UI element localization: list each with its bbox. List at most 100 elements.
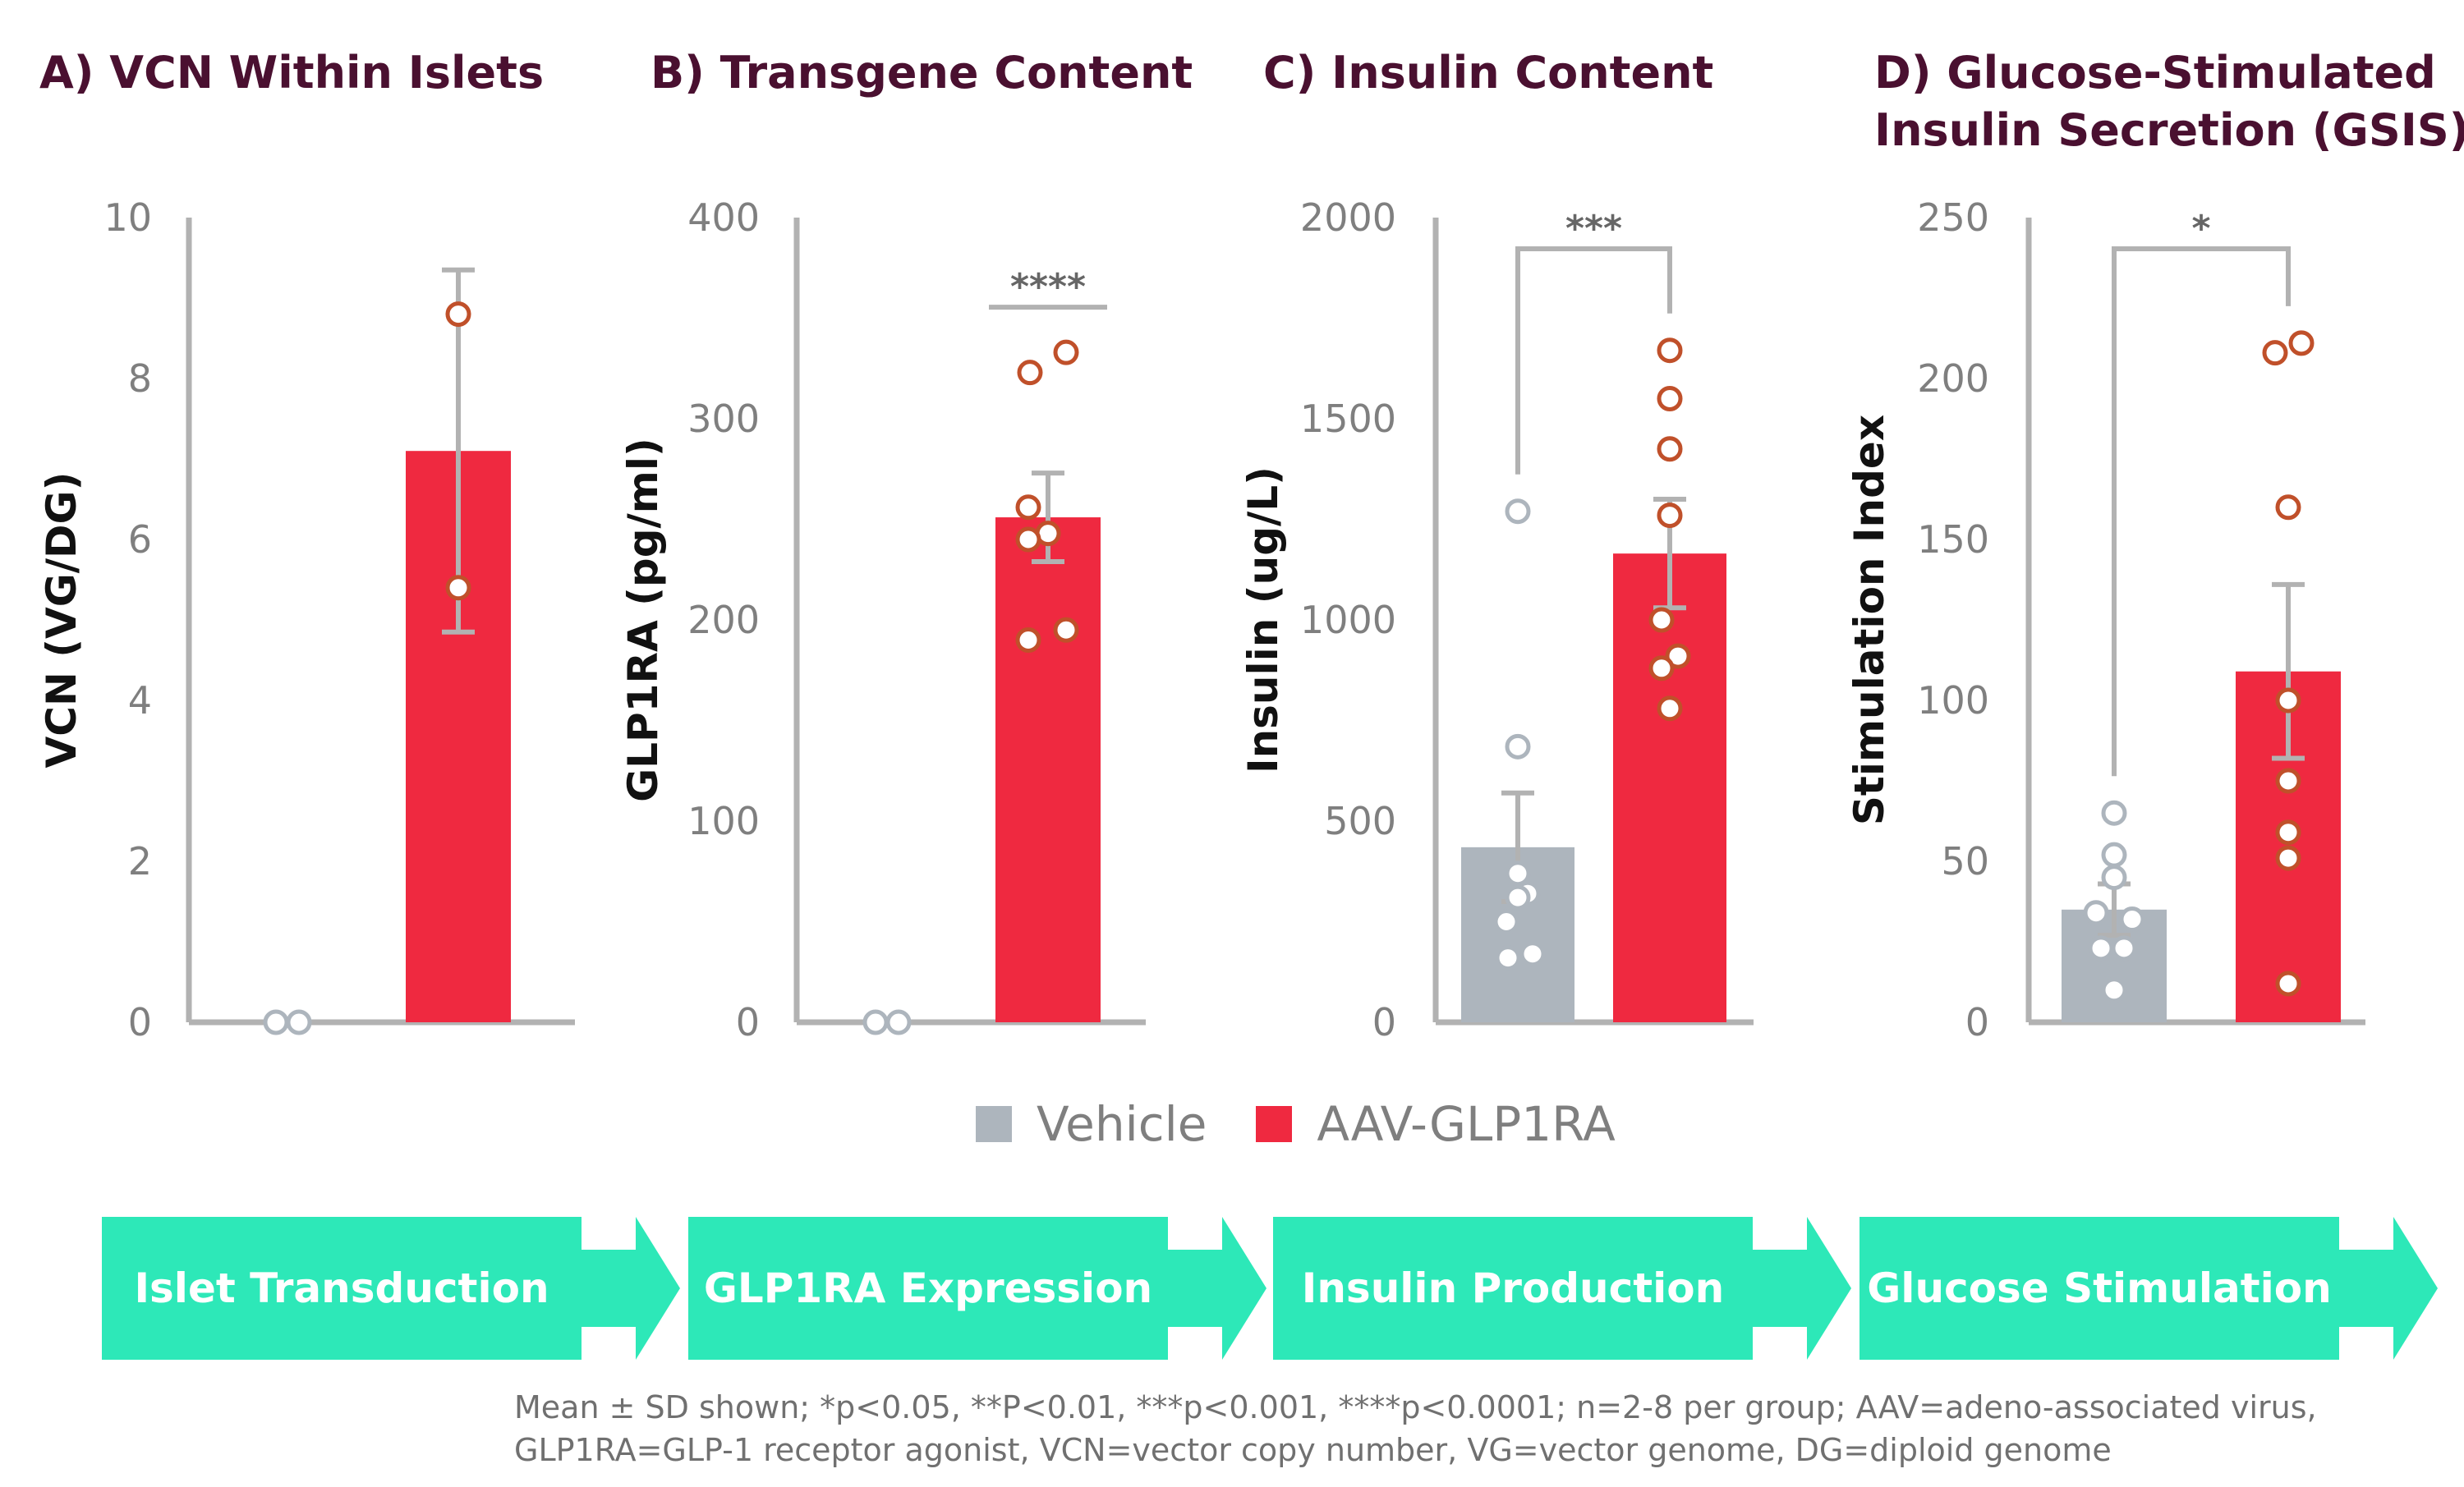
data-point-vehicle	[263, 1009, 289, 1035]
flow-arrow-head-icon	[582, 1217, 680, 1360]
y-tick-label: 150	[1917, 517, 1989, 562]
data-point-aav	[1053, 339, 1079, 365]
data-point-aav	[2275, 687, 2301, 714]
legend-item-aav: AAV-GLP1RA	[1256, 1096, 1616, 1152]
y-tick-label: 200	[1917, 356, 1989, 401]
y-tick-label: 0	[1965, 1000, 1989, 1044]
data-point-aav	[2275, 494, 2301, 521]
chart-panel-4: 0 50 100 150 200 250 Stimulation Index *	[1846, 195, 2365, 1044]
legend-label-vehicle: Vehicle	[1037, 1096, 1207, 1152]
data-point-vehicle	[885, 1009, 912, 1035]
data-point-aav	[1015, 494, 1041, 521]
chart-panel-2: 0 100 200 300 400 GLP1RA (pg/ml) ****	[619, 195, 1146, 1044]
legend-item-vehicle: Vehicle	[976, 1096, 1207, 1152]
panel-c-title: C) Insulin Content	[1263, 47, 1714, 99]
legend-swatch-aav	[1256, 1106, 1293, 1142]
flow-arrow-head-icon	[2339, 1217, 2438, 1360]
chart-panel-3: 0 500 1000 1500 2000 Insulin (ug/L) ***	[1239, 195, 1754, 1044]
y-tick-label: 250	[1917, 195, 1989, 240]
flow-arrow-head-icon	[1168, 1217, 1266, 1360]
y-tick-label: 400	[687, 195, 760, 240]
y-axis-label: GLP1RA (pg/ml)	[619, 438, 667, 802]
flow-step-4-label: Glucose Stimulation	[1859, 1217, 2339, 1360]
data-point-aav	[445, 575, 471, 601]
significance-label: *	[2191, 208, 2210, 250]
data-point-aav	[2275, 845, 2301, 871]
error-bar	[442, 267, 475, 635]
data-point-vehicle	[2101, 842, 2127, 868]
data-point-vehicle	[2119, 906, 2145, 933]
data-point-aav	[2275, 971, 2301, 997]
data-point-aav	[2275, 819, 2301, 846]
data-point-vehicle	[1495, 945, 1521, 971]
footnote-line-1: Mean ± SD shown; *p<0.05, **P<0.01, ***p…	[514, 1389, 2317, 1425]
data-point-vehicle	[2088, 935, 2114, 962]
bar-aav	[1613, 553, 1726, 1022]
panel-d-title-line1: D) Glucose-Stimulated	[1874, 47, 2436, 99]
data-point-aav	[1657, 386, 1683, 411]
data-point-aav	[1657, 503, 1683, 529]
y-tick-label: 50	[1941, 839, 1989, 883]
panel-d-title-line2: Insulin Secretion (GSIS)	[1874, 104, 2464, 156]
data-point-aav	[2262, 340, 2288, 366]
y-tick-label: 500	[1324, 799, 1396, 843]
data-point-aav	[2288, 330, 2315, 356]
panel-a-title: A) VCN Within Islets	[39, 47, 545, 99]
data-point-aav	[1657, 695, 1683, 722]
data-point-vehicle	[2083, 900, 2109, 926]
data-point-aav	[1053, 617, 1079, 643]
y-tick-label: 2000	[1300, 195, 1396, 240]
data-point-vehicle	[1505, 498, 1531, 525]
y-tick-label: 1000	[1300, 598, 1396, 642]
y-tick-label: 0	[736, 1000, 760, 1044]
significance-label: ***	[1565, 208, 1622, 250]
y-tick-label: 100	[687, 799, 760, 843]
flow-arrow-head-icon	[1753, 1217, 1851, 1360]
legend-swatch-vehicle	[976, 1106, 1012, 1142]
significance-bracket	[2112, 246, 2291, 777]
data-point-aav	[1015, 526, 1041, 553]
significance-bracket	[1515, 246, 1672, 475]
data-point-vehicle	[1505, 884, 1531, 911]
y-axis-label: VCN (VG/DG)	[38, 472, 85, 769]
legend-label-aav: AAV-GLP1RA	[1317, 1096, 1616, 1152]
y-tick-label: 200	[687, 598, 760, 642]
flow-step-3-label: Insulin Production	[1273, 1217, 1753, 1360]
y-tick-label: 1500	[1300, 397, 1396, 441]
y-tick-label: 4	[128, 678, 152, 723]
data-point-vehicle	[862, 1009, 889, 1035]
data-point-aav	[1017, 360, 1043, 386]
flow-step-2-label: GLP1RA Expression	[688, 1217, 1168, 1360]
chart-panel-1: 0 2 4 6 8 10 VCN (VG/DG)	[38, 195, 575, 1044]
y-tick-label: 0	[128, 1000, 152, 1044]
data-point-aav	[1648, 607, 1675, 633]
footnote: Mean ± SD shown; *p<0.05, **P<0.01, ***p…	[514, 1386, 2317, 1471]
y-tick-label: 100	[1917, 678, 1989, 723]
y-axis-label: Insulin (ug/L)	[1239, 466, 1287, 773]
data-point-aav	[1648, 655, 1675, 682]
data-point-vehicle	[2101, 865, 2127, 891]
data-point-vehicle	[1493, 909, 1519, 934]
significance-label: ****	[1010, 266, 1086, 308]
data-point-aav	[1665, 643, 1691, 669]
footnote-line-2: GLP1RA=GLP-1 receptor agonist, VCN=vecto…	[514, 1432, 2112, 1468]
data-point-vehicle	[2101, 977, 2127, 1003]
data-point-vehicle	[2111, 935, 2137, 962]
data-point-vehicle	[1519, 941, 1546, 967]
y-tick-label: 0	[1372, 1000, 1396, 1044]
data-point-vehicle	[1505, 733, 1531, 760]
y-axis-label: Stimulation Index	[1846, 415, 1893, 825]
data-point-vehicle	[286, 1009, 312, 1035]
data-point-aav	[2275, 768, 2301, 794]
y-tick-label: 8	[128, 356, 152, 401]
flow-step-1-label: Islet Transduction	[102, 1217, 582, 1360]
error-bar	[2272, 581, 2305, 761]
data-point-vehicle	[1505, 861, 1531, 887]
data-point-vehicle	[2101, 800, 2127, 826]
bar-aav	[995, 517, 1101, 1022]
y-tick-label: 10	[103, 195, 152, 240]
y-tick-label: 2	[128, 839, 152, 883]
data-point-aav	[1657, 436, 1683, 462]
data-point-aav	[1657, 337, 1683, 364]
